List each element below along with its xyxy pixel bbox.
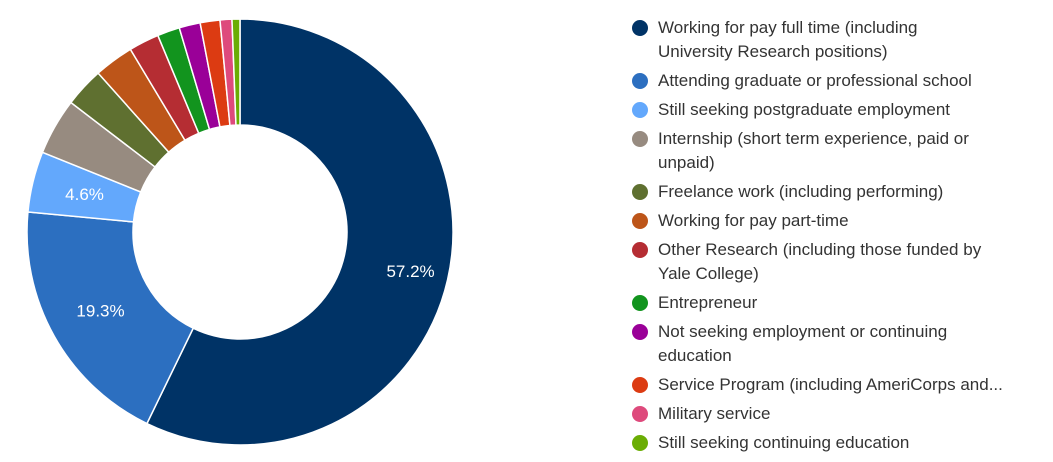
legend-item[interactable]: Still seeking postgraduate employment [632, 98, 1052, 122]
legend-label: Military service [658, 404, 771, 423]
legend-marker-icon [632, 213, 648, 229]
legend-item[interactable]: Still seeking continuing education [632, 431, 1052, 455]
legend-item[interactable]: Military service [632, 402, 1052, 426]
legend-marker-icon [632, 20, 648, 36]
legend-label: Freelance work (including performing) [658, 182, 944, 201]
legend-marker-icon [632, 131, 648, 147]
slice-label-1: 19.3% [76, 301, 124, 320]
donut-chart: 57.2% 19.3% 4.6% [26, 18, 454, 446]
legend-marker-icon [632, 73, 648, 89]
slice-label-0: 57.2% [386, 262, 434, 281]
legend-marker-icon [632, 242, 648, 258]
legend-label: Still seeking continuing education [658, 433, 910, 452]
legend-label: Internship (short term experience, paid … [658, 129, 969, 172]
legend-label: Still seeking postgraduate employment [658, 100, 950, 119]
legend-label: Entrepreneur [658, 293, 758, 312]
legend-label: Working for pay full time (including Uni… [658, 18, 918, 61]
legend-marker-icon [632, 406, 648, 422]
legend-item[interactable]: Working for pay full time (including Uni… [632, 16, 1052, 64]
slice-0[interactable] [145, 18, 454, 446]
legend-item[interactable]: Entrepreneur [632, 291, 1052, 315]
legend-marker-icon [632, 435, 648, 451]
legend-item[interactable]: Other Research (including those funded b… [632, 238, 1052, 286]
legend-marker-icon [632, 377, 648, 393]
legend-marker-icon [632, 184, 648, 200]
legend-marker-icon [632, 324, 648, 340]
legend-label: Attending graduate or professional schoo… [658, 71, 972, 90]
legend-marker-icon [632, 295, 648, 311]
legend-item[interactable]: Service Program (including AmeriCorps an… [632, 373, 1052, 397]
legend-item[interactable]: Freelance work (including performing) [632, 180, 1052, 204]
legend-item[interactable]: Internship (short term experience, paid … [632, 127, 1052, 175]
legend-label: Other Research (including those funded b… [658, 240, 982, 283]
legend-label: Service Program (including AmeriCorps an… [658, 375, 1003, 394]
legend-marker-icon [632, 102, 648, 118]
slice-11[interactable] [231, 18, 241, 126]
slice-label-2: 4.6% [65, 185, 104, 204]
legend-item[interactable]: Attending graduate or professional schoo… [632, 69, 1052, 93]
legend-label: Working for pay part-time [658, 211, 849, 230]
legend-item[interactable]: Working for pay part-time [632, 209, 1052, 233]
legend: Working for pay full time (including Uni… [632, 16, 1052, 460]
legend-item[interactable]: Not seeking employment or continuing edu… [632, 320, 1052, 368]
legend-label: Not seeking employment or continuing edu… [658, 322, 948, 365]
slice-1[interactable] [26, 211, 195, 425]
